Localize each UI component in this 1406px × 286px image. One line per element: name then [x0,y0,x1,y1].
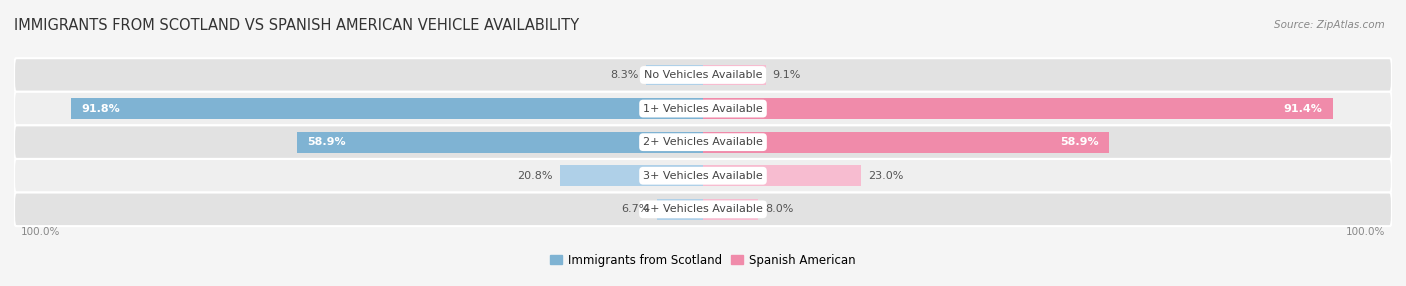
Bar [657,199,703,220]
Text: 1+ Vehicles Available: 1+ Vehicles Available [643,104,763,114]
Text: 2+ Vehicles Available: 2+ Vehicles Available [643,137,763,147]
Legend: Immigrants from Scotland, Spanish American: Immigrants from Scotland, Spanish Americ… [548,251,858,269]
Text: 100.0%: 100.0% [21,227,60,237]
Bar [297,132,703,152]
Text: 23.0%: 23.0% [869,171,904,181]
Text: 6.7%: 6.7% [621,204,650,214]
Bar [645,65,703,86]
Bar [703,98,1333,119]
FancyBboxPatch shape [14,192,1392,226]
Text: 4+ Vehicles Available: 4+ Vehicles Available [643,204,763,214]
FancyBboxPatch shape [14,159,1392,192]
FancyBboxPatch shape [14,92,1392,125]
Bar [70,98,703,119]
Bar [703,199,758,220]
Bar [703,65,766,86]
Text: 3+ Vehicles Available: 3+ Vehicles Available [643,171,763,181]
Text: 91.4%: 91.4% [1284,104,1323,114]
Bar [703,165,862,186]
Text: IMMIGRANTS FROM SCOTLAND VS SPANISH AMERICAN VEHICLE AVAILABILITY: IMMIGRANTS FROM SCOTLAND VS SPANISH AMER… [14,18,579,33]
Bar [703,132,1109,152]
FancyBboxPatch shape [14,58,1392,92]
Text: Source: ZipAtlas.com: Source: ZipAtlas.com [1274,20,1385,30]
Text: 20.8%: 20.8% [517,171,553,181]
Text: 58.9%: 58.9% [308,137,346,147]
Text: 100.0%: 100.0% [1346,227,1385,237]
FancyBboxPatch shape [14,125,1392,159]
Bar [560,165,703,186]
Text: 91.8%: 91.8% [82,104,120,114]
Text: 58.9%: 58.9% [1060,137,1098,147]
Text: No Vehicles Available: No Vehicles Available [644,70,762,80]
Text: 9.1%: 9.1% [772,70,801,80]
Text: 8.3%: 8.3% [610,70,638,80]
Text: 8.0%: 8.0% [765,204,793,214]
